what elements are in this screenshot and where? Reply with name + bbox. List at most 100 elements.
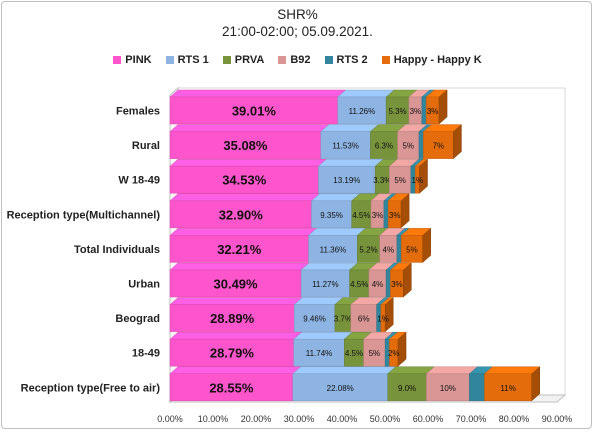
data-label-7-1: 11.74% — [306, 349, 333, 358]
bar-5-1 — [300, 269, 350, 298]
data-label-5-0: 30.49% — [214, 277, 259, 292]
bar-4-1 — [308, 235, 358, 263]
bar-top-5-1 — [300, 262, 359, 271]
data-label-0-1: 11.26% — [349, 107, 376, 116]
bar-4-4 — [396, 235, 402, 263]
bar-7-0 — [169, 338, 295, 367]
bar-3-4 — [383, 200, 389, 229]
bar-3-1 — [311, 200, 352, 229]
data-label-6-2: 3.7% — [334, 315, 352, 324]
bar-side-8 — [531, 366, 541, 402]
chart-title: SHR% 21:00-02:00; 05.09.2021. — [0, 6, 595, 40]
data-label-0-2: 5.3% — [388, 107, 406, 116]
bar-top-8-1 — [292, 366, 397, 375]
category-label-2: W 18-49 — [118, 175, 160, 187]
x-tick-label-6: 60.00% — [413, 414, 444, 424]
bar-side-7 — [397, 331, 407, 367]
bar-0-0 — [169, 96, 338, 125]
bar-top-1-1 — [320, 124, 380, 132]
legend-label-0: PINK — [125, 54, 152, 66]
data-label-3-1: 9.35% — [320, 211, 343, 220]
data-label-8-5: 11% — [500, 384, 515, 393]
category-label-5: Urban — [128, 279, 160, 291]
category-label-4: Total Individuals — [74, 244, 160, 256]
x-tick-label-0: 0.00% — [157, 414, 183, 424]
legend-swatch-5 — [381, 56, 390, 64]
data-label-8-3: 10% — [440, 384, 456, 393]
bar-2-0 — [169, 165, 319, 194]
data-label-6-3: 6% — [358, 315, 370, 324]
data-label-2-2: 3.3% — [373, 176, 391, 185]
legend-item-5: Happy - Happy K — [381, 54, 482, 66]
bar-top-6-0 — [169, 297, 303, 305]
data-label-4-0: 32.21% — [217, 242, 262, 257]
bar-top-7-1 — [293, 331, 353, 340]
x-tick-label-7: 70.00% — [456, 414, 487, 424]
data-label-6-1: 9.46% — [303, 315, 326, 324]
data-label-4-1: 11.36% — [320, 245, 347, 254]
bar-top-2-1 — [317, 158, 384, 167]
bar-1-2 — [370, 131, 398, 159]
bar-top-8-0 — [169, 366, 302, 375]
data-label-2-5: 1% — [412, 176, 424, 185]
bar-side-5 — [403, 262, 412, 298]
bar-top-0-1 — [337, 89, 395, 98]
legend-swatch-4 — [324, 56, 333, 64]
legend-item-4: RTS 2 — [324, 54, 368, 66]
legend-swatch-2 — [222, 56, 231, 64]
bar-top-4-1 — [307, 228, 367, 236]
category-label-1: Rural — [132, 140, 160, 152]
data-label-8-0: 28.55% — [209, 380, 254, 395]
legend-label-2: PRVA — [234, 54, 265, 66]
legend-label-1: RTS 1 — [177, 54, 209, 66]
legend-item-2: PRVA — [222, 54, 265, 66]
bar-0-4 — [421, 96, 427, 125]
data-label-3-0: 32.90% — [219, 207, 264, 222]
data-label-0-5: 3% — [427, 107, 439, 116]
data-label-3-5: 3% — [389, 211, 401, 220]
bar-8-1 — [292, 373, 388, 402]
data-label-6-5: 1% — [377, 315, 389, 324]
bar-8-4 — [469, 373, 485, 402]
bar-top-3-0 — [169, 193, 321, 202]
bar-8-0 — [169, 373, 294, 402]
data-label-2-0: 34.53% — [222, 173, 267, 188]
bar-8-5 — [484, 373, 533, 402]
category-label-7: 18-49 — [132, 348, 160, 360]
chart-title-line-2: 21:00-02:00; 05.09.2021. — [222, 24, 373, 39]
bar-1-4 — [418, 131, 424, 159]
legend-label-3: B92 — [290, 54, 311, 66]
data-label-3-3: 3% — [372, 211, 384, 220]
data-label-5-2: 4.5% — [350, 280, 368, 289]
data-label-2-1: 13.19% — [333, 176, 360, 185]
bar-side-4 — [422, 227, 431, 263]
data-label-1-0: 35.08% — [223, 138, 268, 153]
legend-swatch-0 — [113, 56, 122, 64]
category-label-3: Reception type(Multichannel) — [7, 209, 161, 221]
x-tick-label-1: 10.00% — [198, 414, 229, 424]
legend-swatch-1 — [165, 56, 174, 64]
data-label-7-3: 5% — [369, 349, 381, 358]
legend-label-4: RTS 2 — [336, 54, 368, 66]
legend-item-3: B92 — [278, 54, 311, 66]
bar-side-6 — [384, 297, 394, 333]
legend-swatch-3 — [278, 56, 287, 64]
data-label-8-2: 9.0% — [398, 384, 416, 393]
data-label-6-0: 28.89% — [210, 311, 255, 326]
x-tick-label-8: 80.00% — [499, 414, 530, 424]
bar-8-2 — [387, 373, 427, 402]
data-label-7-0: 28.79% — [210, 346, 255, 361]
bar-top-1-0 — [169, 124, 330, 132]
data-label-5-3: 4% — [372, 280, 384, 289]
data-label-1-3: 5% — [402, 142, 414, 151]
x-tick-label-5: 50.00% — [370, 414, 401, 424]
x-tick-label-9: 90.00% — [542, 414, 573, 424]
bar-1-1 — [320, 131, 371, 159]
bar-2-1 — [318, 165, 376, 194]
bar-1-5 — [423, 131, 454, 159]
category-label-6: Beograd — [115, 313, 160, 325]
bar-side-3 — [400, 193, 410, 229]
legend-item-1: RTS 1 — [165, 54, 209, 66]
bar-6-3 — [350, 304, 377, 332]
bar-5-0 — [169, 269, 302, 298]
